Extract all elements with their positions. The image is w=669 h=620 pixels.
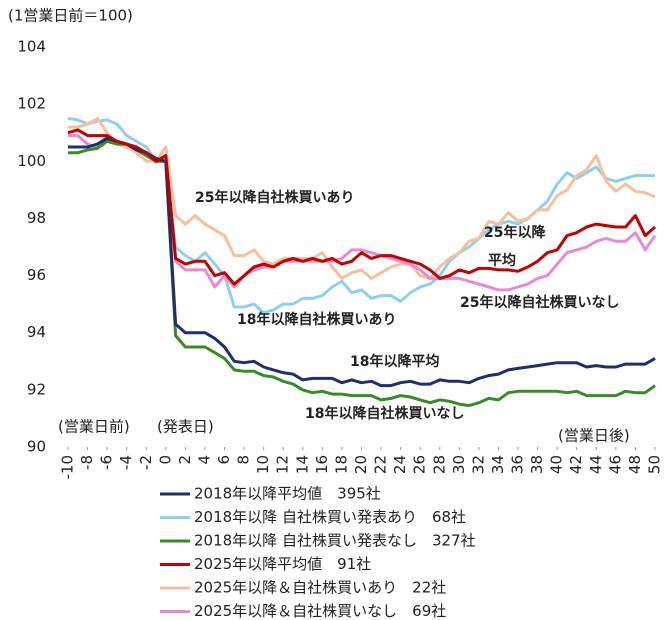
x-tick-label: -10 xyxy=(59,455,77,480)
x-tick-label: 16 xyxy=(313,455,331,474)
x-tick-label: 38 xyxy=(528,455,546,474)
x-tick-label: -4 xyxy=(117,455,135,470)
y-tick-label: 104 xyxy=(17,38,46,56)
series-line xyxy=(68,136,656,388)
annotation: 25年以降自社株買いなし xyxy=(460,294,619,311)
x-tick-label: 44 xyxy=(587,455,605,474)
y-tick-label: 100 xyxy=(17,152,46,170)
x-tick-label: 32 xyxy=(469,455,487,474)
legend-label: 2025年以降平均値 91社 xyxy=(194,555,371,573)
y-tick-label: 92 xyxy=(27,380,46,398)
legend-label: 2018年以降平均値 395社 xyxy=(194,485,381,503)
annotation: (発表日) xyxy=(157,418,214,436)
x-tick-label: 40 xyxy=(548,455,566,474)
x-tick-label: 22 xyxy=(372,455,390,474)
x-tick-label: 48 xyxy=(626,455,644,474)
legend-label: 2018年以降 自社株買い発表なし 327社 xyxy=(194,532,476,550)
x-tick-label: -8 xyxy=(78,455,96,470)
x-tick-label: 8 xyxy=(235,455,253,465)
x-tick-label: 26 xyxy=(411,455,429,474)
x-tick-label: 24 xyxy=(391,455,409,474)
x-tick-label: 50 xyxy=(646,455,664,474)
annotation: 18年以降自社株買いなし xyxy=(305,405,464,422)
x-tick-label: 0 xyxy=(156,455,174,465)
x-tick-label: 34 xyxy=(489,455,507,474)
annotation: 25年以降 xyxy=(484,224,546,241)
x-tick-label: -6 xyxy=(98,455,116,470)
legend-label: 2025年以降＆自社株買いなし 69社 xyxy=(194,602,446,620)
x-tick-label: 4 xyxy=(195,455,213,465)
x-tick-label: 46 xyxy=(606,455,624,474)
series-line xyxy=(68,116,656,280)
x-tick-label: 18 xyxy=(332,455,350,474)
x-tick-label: 2 xyxy=(176,455,194,465)
y-tick-label: 94 xyxy=(27,323,46,341)
x-tick-label: 6 xyxy=(215,455,233,465)
annotation: (営業日後) xyxy=(558,427,630,445)
x-tick-label: -2 xyxy=(137,455,155,470)
series-line xyxy=(67,116,655,315)
y-tick-label: 90 xyxy=(27,438,46,456)
y-tick-label: 98 xyxy=(27,209,46,227)
x-tick-label: 10 xyxy=(254,455,272,474)
x-tick-label: 20 xyxy=(352,455,370,474)
series-line xyxy=(67,128,656,286)
annotation: 18年以降自社株買いあり xyxy=(237,311,396,328)
annotation: 平均 xyxy=(488,252,516,269)
x-tick-label: 28 xyxy=(430,455,448,474)
x-tick-label: 30 xyxy=(450,455,468,474)
annotation: (営業日前) xyxy=(58,418,130,436)
legend-label: 2025年以降＆自社株買いあり 22社 xyxy=(194,579,446,597)
x-tick-label: 14 xyxy=(293,455,311,474)
y-tick-label: 102 xyxy=(17,95,46,113)
x-tick-label: 36 xyxy=(509,455,527,474)
annotation: 25年以降自社株買いあり xyxy=(195,189,354,206)
y-tick-label: 96 xyxy=(27,266,46,284)
annotation: 18年以降平均 xyxy=(350,353,439,370)
x-tick-label: 12 xyxy=(274,455,292,474)
chart-title: (1営業日前＝100) xyxy=(8,7,133,25)
x-tick-label: 42 xyxy=(567,455,585,474)
legend-label: 2018年以降 自社株買い発表あり 68社 xyxy=(194,508,466,526)
